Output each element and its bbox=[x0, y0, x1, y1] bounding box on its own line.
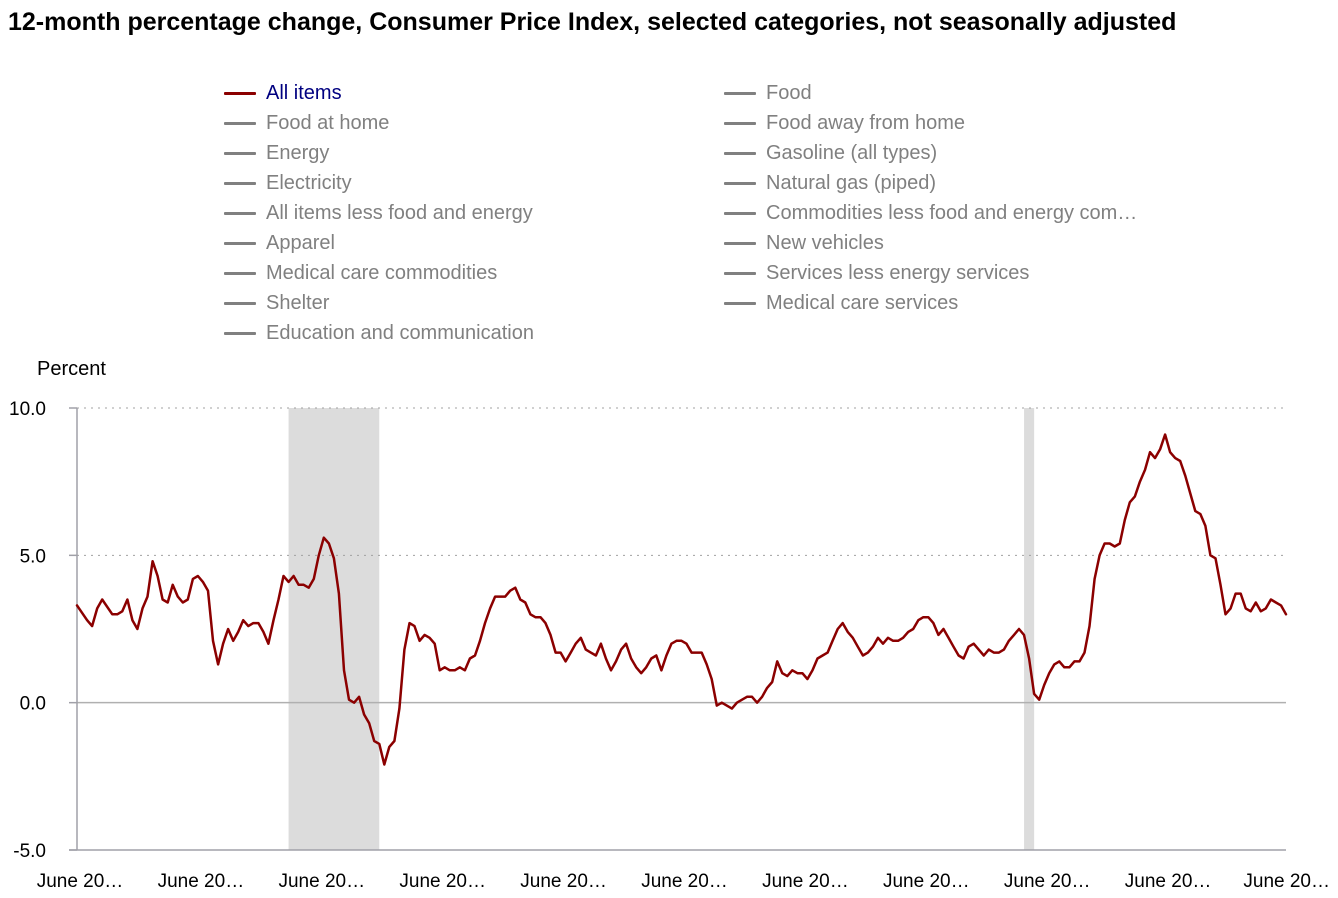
legend-swatch bbox=[224, 331, 256, 335]
legend-swatch bbox=[224, 271, 256, 275]
legend-swatch bbox=[724, 181, 756, 185]
chart-title: 12-month percentage change, Consumer Pri… bbox=[8, 8, 1177, 36]
legend-swatch bbox=[224, 241, 256, 245]
legend-label: Education and communication bbox=[266, 321, 534, 344]
legend-label: Natural gas (piped) bbox=[766, 171, 937, 194]
legend-swatch bbox=[224, 151, 256, 155]
legend-item[interactable]: Education and communication bbox=[224, 318, 534, 348]
x-tick-label: June 20… bbox=[762, 871, 849, 892]
legend-item[interactable]: Food at home bbox=[224, 108, 534, 138]
legend-label: New vehicles bbox=[766, 231, 884, 254]
legend-label: Food away from home bbox=[766, 111, 965, 134]
legend-item[interactable]: Shelter bbox=[224, 288, 534, 318]
legend-swatch bbox=[224, 121, 256, 125]
x-tick-label: June 20… bbox=[37, 871, 124, 892]
legend-swatch bbox=[724, 271, 756, 275]
legend-label: Food at home bbox=[266, 111, 390, 134]
legend-swatch bbox=[224, 301, 256, 305]
legend-label: Medical care services bbox=[766, 291, 959, 314]
legend-item[interactable]: Electricity bbox=[224, 168, 534, 198]
legend-label: Gasoline (all types) bbox=[766, 141, 938, 164]
legend-label: Apparel bbox=[266, 231, 335, 254]
legend-swatch bbox=[724, 121, 756, 125]
legend-item[interactable]: Medical care commodities bbox=[224, 258, 534, 288]
y-tick-label: -5.0 bbox=[13, 841, 46, 862]
series-line-all-items bbox=[75, 433, 1288, 766]
legend-label: Services less energy services bbox=[766, 261, 1030, 284]
legend-item[interactable]: Energy bbox=[224, 138, 534, 168]
legend-swatch bbox=[724, 301, 756, 305]
legend-label: All items less food and energy bbox=[266, 201, 533, 224]
y-tick-label: 10.0 bbox=[9, 399, 46, 420]
legend-label: Food bbox=[766, 81, 812, 104]
legend-item[interactable]: All items less food and energy bbox=[224, 198, 534, 228]
legend-swatch bbox=[724, 91, 756, 95]
x-tick-label: June 20… bbox=[278, 871, 365, 892]
legend-swatch bbox=[224, 181, 256, 185]
legend-item[interactable]: All items bbox=[224, 78, 534, 108]
legend-item[interactable]: Apparel bbox=[224, 228, 534, 258]
y-axis-label: Percent bbox=[37, 358, 106, 380]
legend-item[interactable]: Services less energy services bbox=[724, 258, 1137, 288]
x-tick-label: June 20… bbox=[399, 871, 486, 892]
x-tick-label: June 20… bbox=[520, 871, 607, 892]
y-tick-label: 0.0 bbox=[20, 694, 46, 715]
legend-left-column: All items Food at home Energy Electricity Al… bbox=[224, 78, 534, 348]
legend-item[interactable]: Natural gas (piped) bbox=[724, 168, 1137, 198]
legend-swatch bbox=[224, 91, 256, 95]
legend-swatch bbox=[724, 151, 756, 155]
x-tick-label: June 20… bbox=[1243, 871, 1330, 892]
legend-label: Energy bbox=[266, 141, 330, 164]
recession-band bbox=[288, 408, 380, 850]
legend-label: All items bbox=[266, 81, 342, 104]
x-tick-label: June 20… bbox=[1125, 871, 1212, 892]
x-tick-label: June 20… bbox=[158, 871, 245, 892]
legend-item[interactable]: New vehicles bbox=[724, 228, 1137, 258]
legend-item[interactable]: Medical care services bbox=[724, 288, 1137, 318]
x-tick-label: June 20… bbox=[1004, 871, 1091, 892]
legend-label: Shelter bbox=[266, 291, 330, 314]
legend-swatch bbox=[724, 211, 756, 215]
y-tick-label: 5.0 bbox=[20, 546, 46, 567]
legend-label: Commodities less food and energy com… bbox=[766, 201, 1138, 224]
recession-band bbox=[1024, 408, 1035, 850]
legend-swatch bbox=[724, 241, 756, 245]
legend-item[interactable]: Food away from home bbox=[724, 108, 1137, 138]
legend-item[interactable]: Food bbox=[724, 78, 1137, 108]
legend-item[interactable]: Commodities less food and energy com… bbox=[724, 198, 1137, 228]
x-tick-label: June 20… bbox=[883, 871, 970, 892]
legend-label: Medical care commodities bbox=[266, 261, 498, 284]
legend-label: Electricity bbox=[266, 171, 352, 194]
legend-right-column: Food Food away from home Gasoline (all typ… bbox=[724, 78, 1137, 318]
legend-swatch bbox=[224, 211, 256, 215]
legend-item[interactable]: Gasoline (all types) bbox=[724, 138, 1137, 168]
x-tick-label: June 20… bbox=[641, 871, 728, 892]
